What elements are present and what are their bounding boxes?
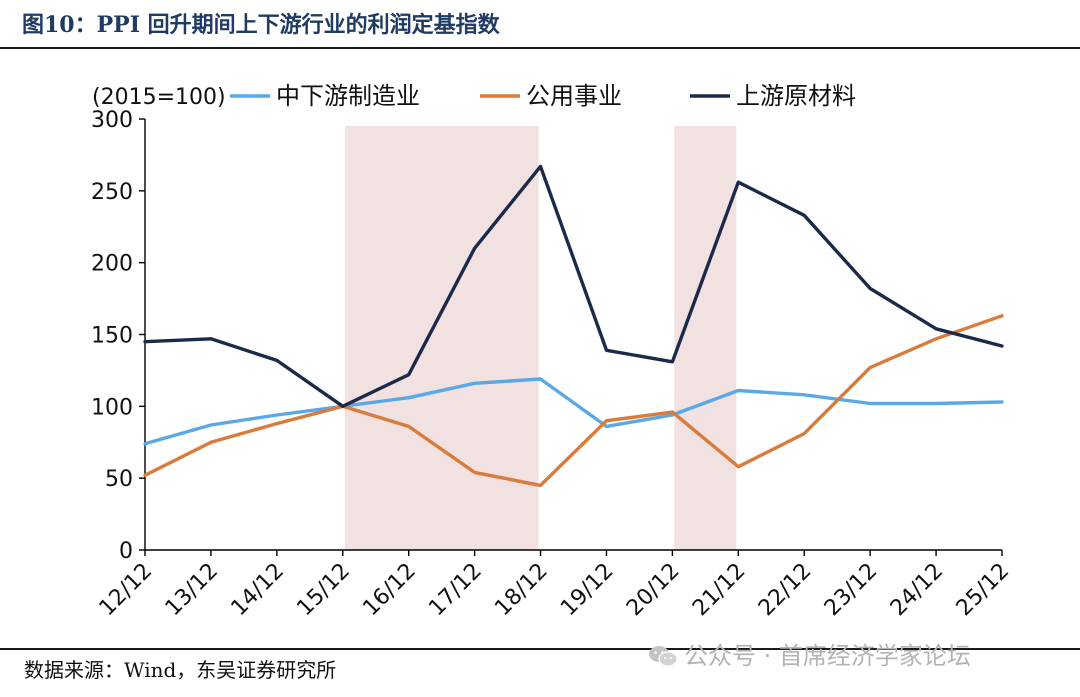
title-divider [0, 47, 1080, 49]
legend-label-3: 上游原材料 [736, 82, 856, 110]
unit-label: (2015=100) [92, 85, 226, 110]
footer-divider [0, 648, 1080, 650]
legend-label-1: 中下游制造业 [276, 82, 420, 110]
x-tick-label: 19/12 [556, 559, 619, 622]
x-tick-label: 25/12 [952, 559, 1015, 622]
x-tick-label: 12/12 [95, 559, 158, 622]
x-tick-label: 13/12 [161, 559, 224, 622]
x-tick-label: 18/12 [490, 559, 553, 622]
x-tick-label: 21/12 [688, 559, 751, 622]
shaded-period-1 [344, 126, 539, 550]
x-tick-label: 15/12 [292, 559, 355, 622]
y-tick-label: 200 [91, 252, 133, 277]
y-tick-label: 50 [105, 467, 133, 492]
y-tick-label: 100 [91, 395, 133, 420]
line-chart: 0 50 100 150 200 250 300 12/12 13/12 14/12 15/12 16… [91, 82, 1015, 622]
x-tick-label: 16/12 [358, 559, 421, 622]
series-line-3 [143, 164, 1004, 408]
watermark-text: 公众号 · 首席经济学家论坛 [684, 642, 971, 670]
y-tick-label: 300 [91, 108, 133, 133]
y-tick-label: 0 [119, 539, 133, 564]
source-note: 数据来源：Wind，东吴证券研究所 [24, 658, 337, 682]
legend-label-2: 公用事业 [526, 82, 622, 110]
series-line-2 [143, 314, 1004, 488]
x-tick-label: 20/12 [622, 559, 685, 622]
y-tick-label: 250 [91, 180, 133, 205]
watermark: 公众号 · 首席经济学家论坛 [648, 638, 971, 674]
series-line-1 [143, 377, 1004, 446]
x-tick-label: 24/12 [886, 559, 949, 622]
page-title: 图10：PPI 回升期间上下游行业的利润定基指数 [22, 12, 500, 38]
x-tick-label: 14/12 [227, 559, 290, 622]
x-tick-label: 17/12 [424, 559, 487, 622]
wechat-icon [649, 646, 678, 667]
y-tick-label: 150 [91, 324, 133, 349]
x-tick-label: 22/12 [754, 559, 817, 622]
shaded-period-2 [674, 126, 737, 550]
x-tick-label: 23/12 [820, 559, 883, 622]
